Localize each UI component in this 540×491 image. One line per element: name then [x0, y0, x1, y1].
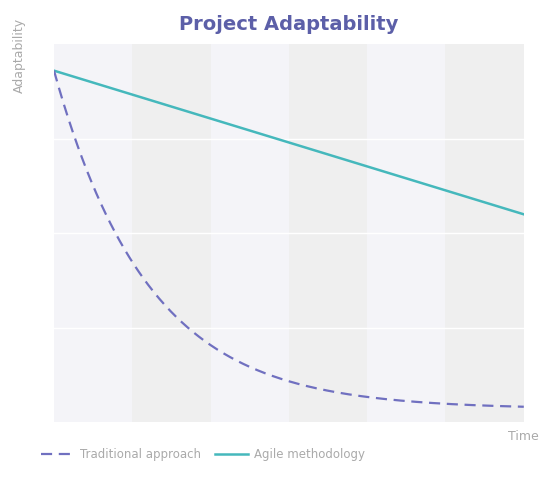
Agile methodology [436, 186, 442, 191]
Bar [367, 44, 446, 422]
Legend: Traditional approach, Agile methodology: Traditional approach, Agile methodology [36, 443, 370, 465]
Bar [54, 44, 132, 422]
Bar [211, 44, 289, 422]
Agile methodology [51, 68, 57, 74]
Y-axis label: Adaptability: Adaptability [13, 18, 26, 93]
Agile methodology [305, 145, 312, 151]
Traditional approach [274, 375, 280, 381]
Traditional approach [521, 404, 527, 409]
Line: Traditional approach: Traditional approach [54, 71, 524, 407]
Traditional approach [436, 401, 442, 407]
Traditional approach [51, 68, 57, 74]
Traditional approach [305, 383, 312, 389]
Agile methodology [276, 137, 283, 143]
Title: Project Adaptability: Project Adaptability [179, 15, 399, 34]
Agile methodology [509, 208, 516, 214]
Bar [446, 44, 524, 422]
Bar [289, 44, 367, 422]
Line: Agile methodology: Agile methodology [54, 71, 524, 215]
Bar [132, 44, 211, 422]
Traditional approach [276, 376, 283, 382]
X-axis label: Time: Time [509, 430, 539, 443]
Traditional approach [330, 389, 337, 395]
Agile methodology [521, 212, 527, 218]
Agile methodology [274, 136, 280, 142]
Traditional approach [509, 404, 516, 409]
Agile methodology [330, 153, 337, 159]
